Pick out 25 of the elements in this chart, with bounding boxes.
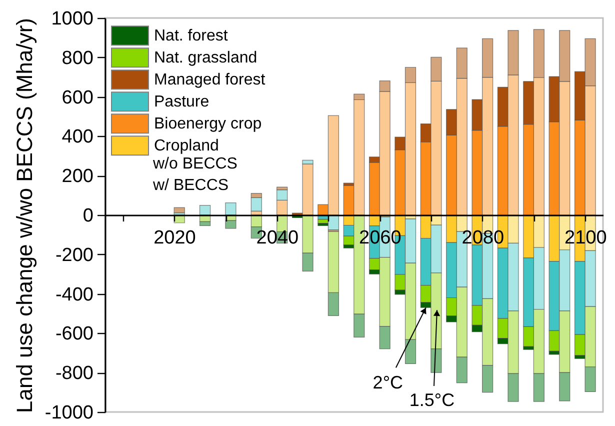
y-tick-label: -800 — [55, 363, 94, 384]
annotation: w/ BECCS — [152, 176, 229, 194]
legend-label: Managed forest — [154, 72, 266, 89]
y-tick-label: -200 — [55, 244, 94, 266]
x-tick-label: 2060 — [359, 228, 402, 248]
x-tick-label: 2100 — [564, 228, 607, 248]
y-tick-label: 800 — [62, 48, 94, 69]
legend-label: Bioenergy crop — [154, 116, 262, 133]
y-tick-label: 0 — [82, 206, 94, 226]
x-tick-label: 2020 — [154, 228, 196, 248]
y-tick-label: -400 — [55, 284, 94, 306]
legend-label: Nat. grassland — [154, 50, 258, 67]
annotation: w/o BECCS — [152, 155, 238, 172]
legend-label: Pasture — [154, 94, 210, 111]
y-tick-label: -1000 — [44, 402, 94, 424]
legend-label: Cropland — [154, 138, 219, 155]
annotation: 1.5°C — [409, 390, 455, 410]
y-tick-label: 600 — [62, 87, 94, 108]
y-tick-label: 400 — [62, 126, 94, 148]
y-tick-label: -600 — [55, 324, 94, 345]
legend-label: Nat. forest — [154, 28, 228, 45]
y-axis-title: Land use change w/wo BECCS (Mha/yr) — [12, 18, 37, 413]
y-tick-label: 1000 — [51, 8, 94, 30]
annotation: 2°C — [372, 372, 404, 393]
y-tick-label: 200 — [62, 166, 94, 188]
